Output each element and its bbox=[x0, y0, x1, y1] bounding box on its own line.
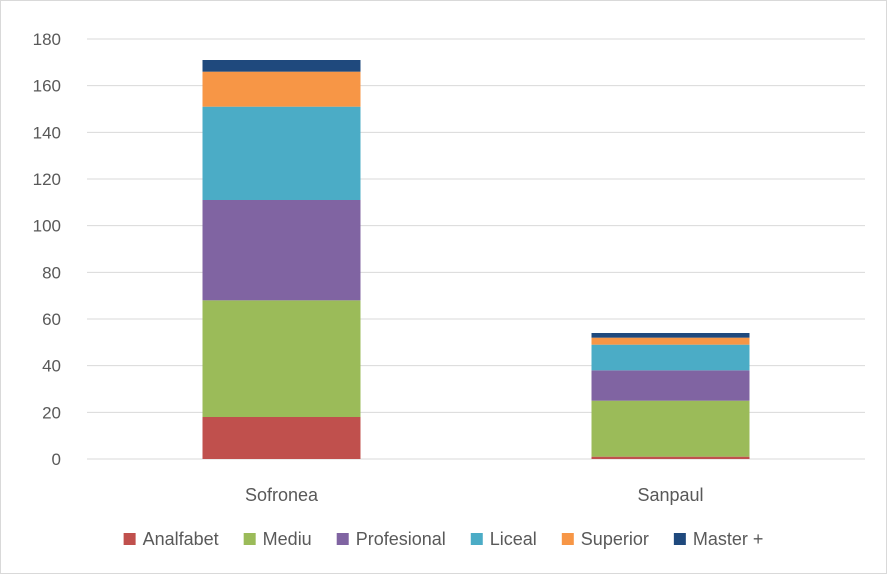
y-tick-label: 120 bbox=[33, 170, 61, 189]
bar-segment bbox=[202, 60, 361, 72]
bar-segment bbox=[591, 333, 750, 338]
bar-segment bbox=[202, 417, 361, 459]
y-axis-ticks: 0 20 40 60 80 100 120 140 160 180 bbox=[33, 30, 61, 469]
x-axis-ticks: Sofronea Sanpaul bbox=[245, 485, 704, 505]
legend-label: Analfabet bbox=[143, 529, 219, 549]
legend: Analfabet Mediu Profesional Liceal Superior M… bbox=[123, 529, 764, 549]
y-tick-label: 80 bbox=[42, 263, 61, 282]
bar-segment bbox=[591, 456, 750, 459]
bar-segment bbox=[202, 71, 361, 107]
legend-swatch bbox=[336, 533, 349, 545]
legend-swatch bbox=[673, 533, 686, 545]
y-tick-label: 0 bbox=[52, 450, 61, 469]
bar-segment bbox=[202, 106, 361, 200]
y-tick-label: 100 bbox=[33, 217, 61, 236]
y-tick-label: 180 bbox=[33, 30, 61, 49]
y-tick-label: 160 bbox=[33, 77, 61, 96]
legend-swatch bbox=[470, 533, 483, 545]
legend-swatch bbox=[561, 533, 574, 545]
legend-label: Liceal bbox=[490, 529, 537, 549]
y-tick-label: 140 bbox=[33, 123, 61, 142]
bar-segment bbox=[202, 300, 361, 417]
bars bbox=[202, 60, 750, 459]
bar-segment bbox=[591, 400, 750, 457]
x-tick-label: Sanpaul bbox=[637, 485, 703, 505]
bar-segment bbox=[591, 370, 750, 401]
bar-segment bbox=[591, 337, 750, 345]
y-tick-label: 20 bbox=[42, 403, 61, 422]
legend-swatch bbox=[243, 533, 256, 545]
bar-segment bbox=[202, 200, 361, 301]
bar-segment bbox=[591, 344, 750, 371]
legend-label: Superior bbox=[581, 529, 649, 549]
legend-label: Mediu bbox=[263, 529, 312, 549]
x-tick-label: Sofronea bbox=[245, 485, 319, 505]
legend-label: Master + bbox=[693, 529, 764, 549]
y-tick-label: 60 bbox=[42, 310, 61, 329]
legend-swatch bbox=[123, 533, 136, 545]
y-tick-label: 40 bbox=[42, 357, 61, 376]
legend-label: Profesional bbox=[356, 529, 446, 549]
